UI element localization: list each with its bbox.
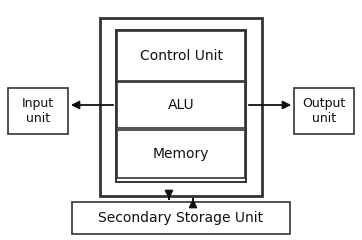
- Text: Output
unit: Output unit: [302, 97, 346, 125]
- Bar: [100, 18, 262, 196]
- Bar: [116, 30, 246, 182]
- Bar: [117, 82, 245, 128]
- Bar: [117, 130, 245, 178]
- Bar: [117, 31, 245, 81]
- Bar: [8, 88, 68, 134]
- Text: Control Unit: Control Unit: [139, 49, 223, 63]
- Text: Secondary Storage Unit: Secondary Storage Unit: [98, 211, 264, 225]
- Bar: [72, 202, 290, 234]
- Bar: [294, 88, 354, 134]
- Text: Input
unit: Input unit: [22, 97, 54, 125]
- Text: ALU: ALU: [168, 98, 194, 112]
- Text: Memory: Memory: [153, 147, 209, 161]
